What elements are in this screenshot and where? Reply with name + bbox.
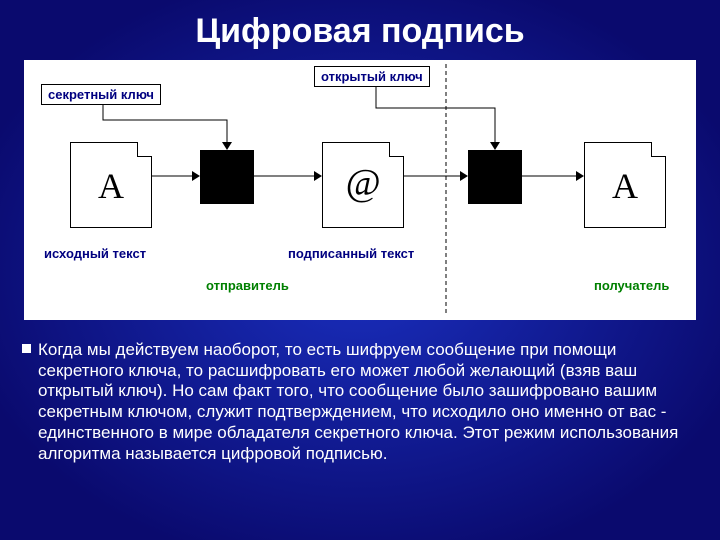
diagram-container: секретный ключ открытый ключ A @ A исход… — [24, 60, 696, 320]
body-paragraph: Когда мы действуем наоборот, то есть шиф… — [38, 340, 682, 464]
label-sender: отправитель — [206, 278, 289, 293]
doc-source: A — [70, 142, 152, 228]
encrypt-box — [200, 150, 254, 204]
doc-signed-glyph: @ — [323, 161, 403, 205]
decrypt-box — [468, 150, 522, 204]
doc-result-glyph: A — [585, 165, 665, 207]
label-source-text: исходный текст — [44, 246, 146, 261]
public-key-label: открытый ключ — [321, 69, 423, 84]
public-key-box: открытый ключ — [314, 66, 430, 87]
slide-title: Цифровая подпись — [0, 0, 720, 51]
doc-result: A — [584, 142, 666, 228]
arrow-public-to-dec — [376, 86, 495, 146]
doc-signed: @ — [322, 142, 404, 228]
secret-key-label: секретный ключ — [48, 87, 154, 102]
slide-root: Цифровая подпись — [0, 0, 720, 540]
bullet-square-icon — [22, 344, 31, 353]
arrow-secret-to-enc — [103, 104, 227, 146]
label-receiver: получатель — [594, 278, 669, 293]
doc-source-glyph: A — [71, 165, 151, 207]
label-signed-text: подписанный текст — [288, 246, 414, 261]
secret-key-box: секретный ключ — [41, 84, 161, 105]
